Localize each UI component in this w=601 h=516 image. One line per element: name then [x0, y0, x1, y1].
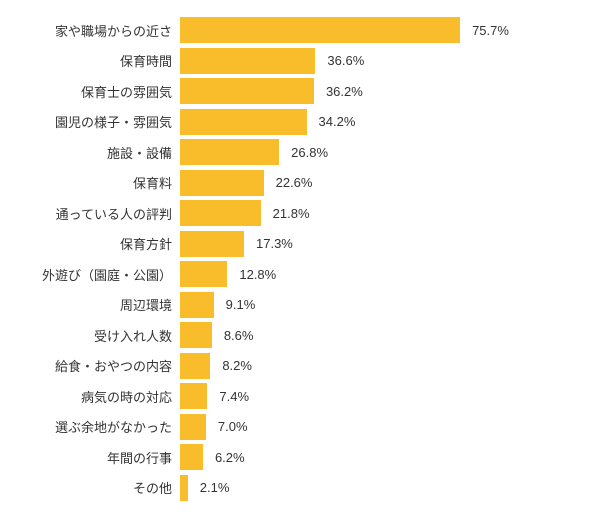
- bar-label: 選ぶ余地がなかった: [20, 417, 180, 436]
- bar-track: 12.8%: [180, 259, 581, 290]
- bar-fill: [180, 109, 307, 135]
- bar-fill: [180, 261, 227, 287]
- chart-row: 受け入れ人数 8.6%: [20, 320, 581, 351]
- bar-fill: [180, 139, 279, 165]
- bar-label: その他: [20, 478, 180, 497]
- bar-value: 8.2%: [222, 358, 252, 373]
- chart-row: 施設・設備 26.8%: [20, 137, 581, 168]
- bar-label: 保育料: [20, 173, 180, 192]
- bar-fill: [180, 17, 460, 43]
- bar-track: 22.6%: [180, 168, 581, 199]
- horizontal-bar-chart: 家や職場からの近さ 75.7% 保育時間 36.6% 保育士の雰囲気 36.2% 園児の様子…: [20, 15, 581, 503]
- bar-value: 22.6%: [276, 175, 313, 190]
- bar-label: 園児の様子・雰囲気: [20, 112, 180, 131]
- bar-track: 7.0%: [180, 412, 581, 443]
- chart-row: 通っている人の評判 21.8%: [20, 198, 581, 229]
- bar-track: 6.2%: [180, 442, 581, 473]
- bar-value: 7.4%: [219, 389, 249, 404]
- chart-row: 園児の様子・雰囲気 34.2%: [20, 107, 581, 138]
- bar-track: 75.7%: [180, 15, 581, 46]
- bar-track: 7.4%: [180, 381, 581, 412]
- chart-row: 保育料 22.6%: [20, 168, 581, 199]
- bar-label: 周辺環境: [20, 295, 180, 314]
- bar-fill: [180, 292, 214, 318]
- bar-track: 26.8%: [180, 137, 581, 168]
- chart-row: 病気の時の対応 7.4%: [20, 381, 581, 412]
- bar-track: 8.6%: [180, 320, 581, 351]
- bar-fill: [180, 48, 315, 74]
- bar-value: 34.2%: [319, 114, 356, 129]
- bar-fill: [180, 414, 206, 440]
- bar-track: 9.1%: [180, 290, 581, 321]
- chart-row: 年間の行事 6.2%: [20, 442, 581, 473]
- bar-label: 給食・おやつの内容: [20, 356, 180, 375]
- chart-row: 選ぶ余地がなかった 7.0%: [20, 412, 581, 443]
- bar-value: 6.2%: [215, 450, 245, 465]
- bar-value: 21.8%: [273, 206, 310, 221]
- bar-label: 保育時間: [20, 51, 180, 70]
- bar-fill: [180, 78, 314, 104]
- bar-label: 外遊び（園庭・公園）: [20, 265, 180, 284]
- bar-label: 通っている人の評判: [20, 204, 180, 223]
- bar-value: 12.8%: [239, 267, 276, 282]
- bar-track: 8.2%: [180, 351, 581, 382]
- bar-label: 保育士の雰囲気: [20, 82, 180, 101]
- chart-row: 給食・おやつの内容 8.2%: [20, 351, 581, 382]
- bar-fill: [180, 231, 244, 257]
- bar-value: 26.8%: [291, 145, 328, 160]
- bar-label: 病気の時の対応: [20, 387, 180, 406]
- bar-label: 施設・設備: [20, 143, 180, 162]
- bar-fill: [180, 475, 188, 501]
- bar-track: 34.2%: [180, 107, 581, 138]
- bar-value: 75.7%: [472, 23, 509, 38]
- bar-fill: [180, 170, 264, 196]
- bar-fill: [180, 200, 261, 226]
- bar-fill: [180, 322, 212, 348]
- bar-value: 7.0%: [218, 419, 248, 434]
- bar-fill: [180, 383, 207, 409]
- chart-row: その他 2.1%: [20, 473, 581, 504]
- bar-track: 2.1%: [180, 473, 581, 504]
- bar-label: 家や職場からの近さ: [20, 21, 180, 40]
- bar-value: 2.1%: [200, 480, 230, 495]
- bar-value: 36.6%: [327, 53, 364, 68]
- bar-value: 9.1%: [226, 297, 256, 312]
- bar-track: 21.8%: [180, 198, 581, 229]
- bar-value: 8.6%: [224, 328, 254, 343]
- chart-row: 保育時間 36.6%: [20, 46, 581, 77]
- chart-row: 外遊び（園庭・公園） 12.8%: [20, 259, 581, 290]
- bar-track: 36.6%: [180, 46, 581, 77]
- bar-fill: [180, 353, 210, 379]
- chart-row: 家や職場からの近さ 75.7%: [20, 15, 581, 46]
- bar-label: 受け入れ人数: [20, 326, 180, 345]
- bar-track: 17.3%: [180, 229, 581, 260]
- bar-track: 36.2%: [180, 76, 581, 107]
- chart-row: 保育方針 17.3%: [20, 229, 581, 260]
- chart-row: 保育士の雰囲気 36.2%: [20, 76, 581, 107]
- bar-label: 年間の行事: [20, 448, 180, 467]
- bar-value: 17.3%: [256, 236, 293, 251]
- chart-row: 周辺環境 9.1%: [20, 290, 581, 321]
- bar-fill: [180, 444, 203, 470]
- bar-value: 36.2%: [326, 84, 363, 99]
- bar-label: 保育方針: [20, 234, 180, 253]
